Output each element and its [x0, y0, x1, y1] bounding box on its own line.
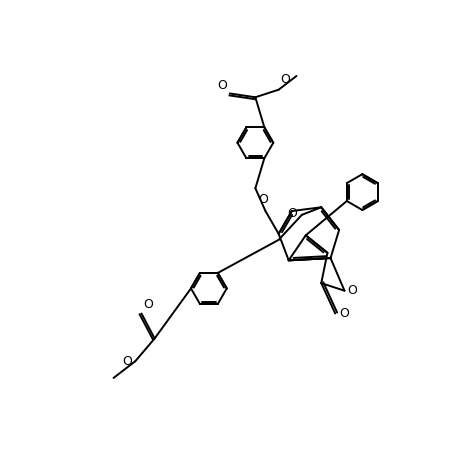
Text: O: O [259, 194, 268, 206]
Text: O: O [347, 284, 357, 297]
Text: O: O [143, 297, 153, 311]
Text: O: O [217, 79, 227, 92]
Text: O: O [288, 207, 298, 219]
Text: O: O [340, 307, 349, 320]
Text: O: O [280, 73, 290, 86]
Text: O: O [122, 355, 133, 368]
